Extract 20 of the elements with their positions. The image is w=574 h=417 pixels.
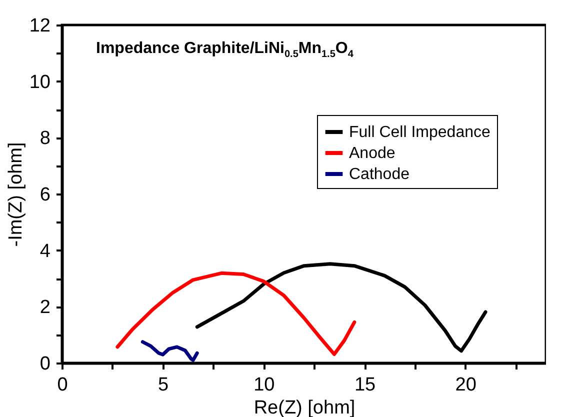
legend-label: Cathode [349,166,410,183]
x-tick-label: 10 [254,374,275,396]
x-tick-label: 5 [158,374,169,396]
x-tick-label: 0 [57,374,68,396]
line-series [140,340,199,362]
text: Impedance Graphite/LiNi$_{0.5}$Mn$_{1.5}$O$_{4}$ [96,40,354,60]
y-tick-label: 10 [29,72,50,93]
y-tick-label: 4 [40,240,51,262]
y-tick-label: 6 [40,184,50,206]
x-tick-label: 20 [455,374,476,396]
legend-label: Anode [349,145,396,162]
x-tick-label: 15 [354,374,376,396]
y-tick-label: 2 [40,297,50,318]
line-series [195,262,488,353]
y-tick-label: 8 [40,128,50,150]
y-tick-label: 0 [40,354,50,374]
line-series [116,271,356,356]
legend-label: Full Cell Impedance [349,124,490,141]
y-axis-title: -Im(Z) [ohm] [5,142,26,247]
y-tick-label: 12 [29,16,50,36]
